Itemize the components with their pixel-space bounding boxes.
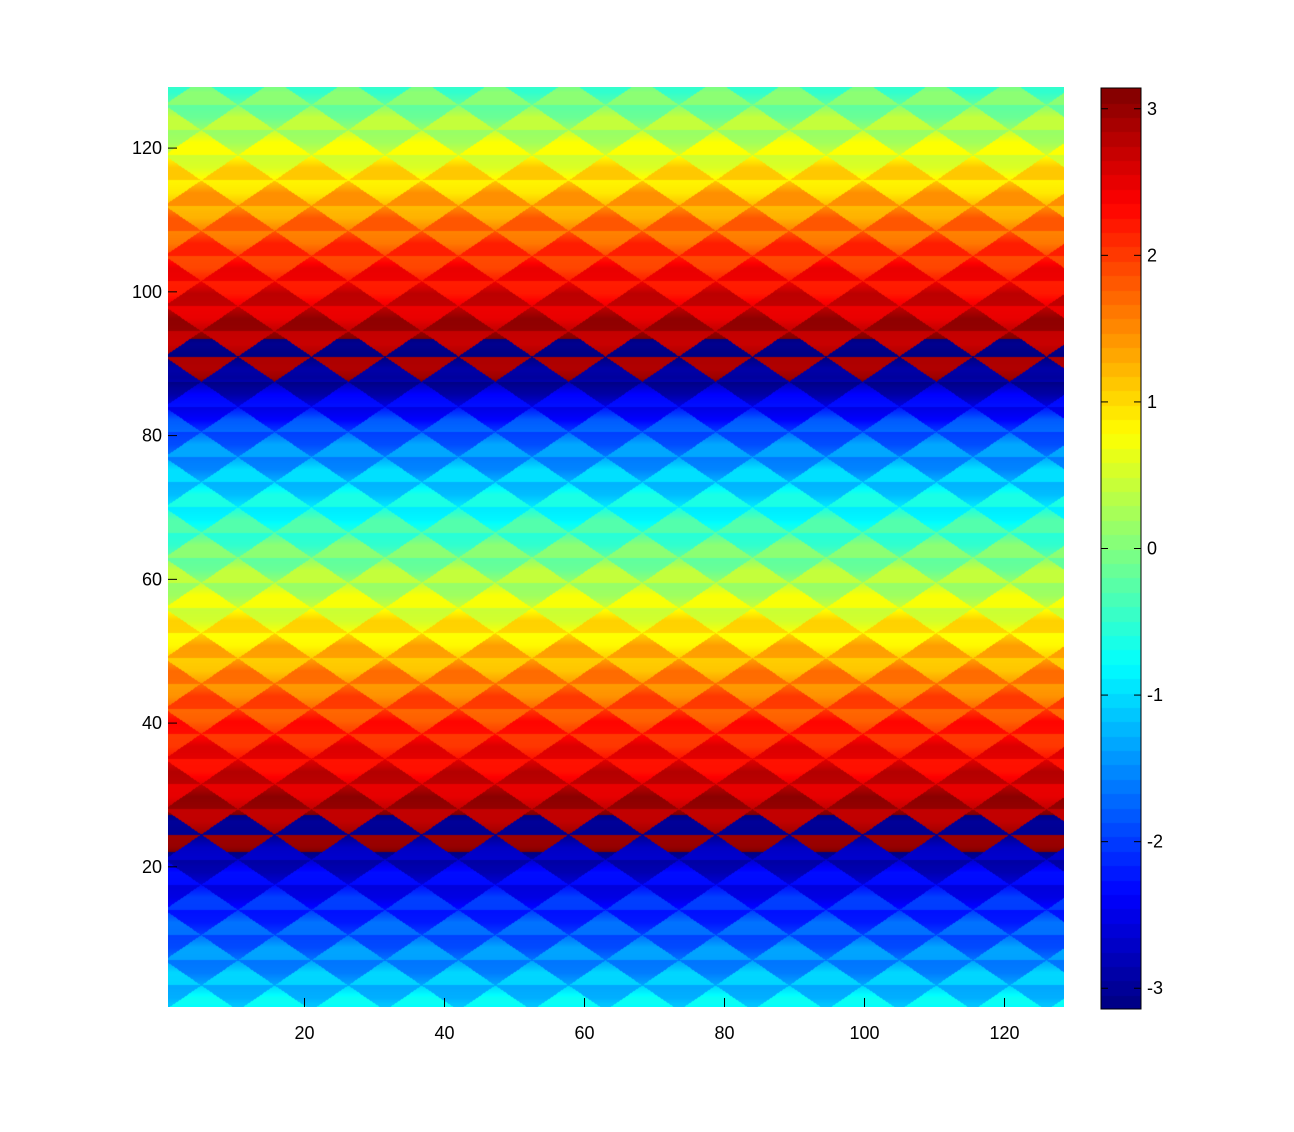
heatmap-image [168,87,1064,1007]
y-tick-label: 60 [142,569,162,589]
x-tick-label: 20 [294,1023,314,1043]
x-tick-label: 100 [849,1023,879,1043]
x-tick-label: 80 [714,1023,734,1043]
colorbar-tick-label: -1 [1147,685,1163,705]
y-tick-label: 80 [142,426,162,446]
colorbar-tick-label: -2 [1147,832,1163,852]
x-tick-label: 60 [574,1023,594,1043]
y-tick-label: 100 [132,282,162,302]
y-tick-label: 120 [132,138,162,158]
colorbar-tick-label: 0 [1147,539,1157,559]
x-tick-label: 40 [434,1023,454,1043]
x-tick-label: 120 [989,1023,1019,1043]
y-tick-label: 20 [142,857,162,877]
colorbar-tick-label: 1 [1147,392,1157,412]
y-tick-label: 40 [142,713,162,733]
colorbar-tick-label: 3 [1147,99,1157,119]
colorbar-tick-label: -3 [1147,978,1163,998]
colorbar-tick-label: 2 [1147,245,1157,265]
